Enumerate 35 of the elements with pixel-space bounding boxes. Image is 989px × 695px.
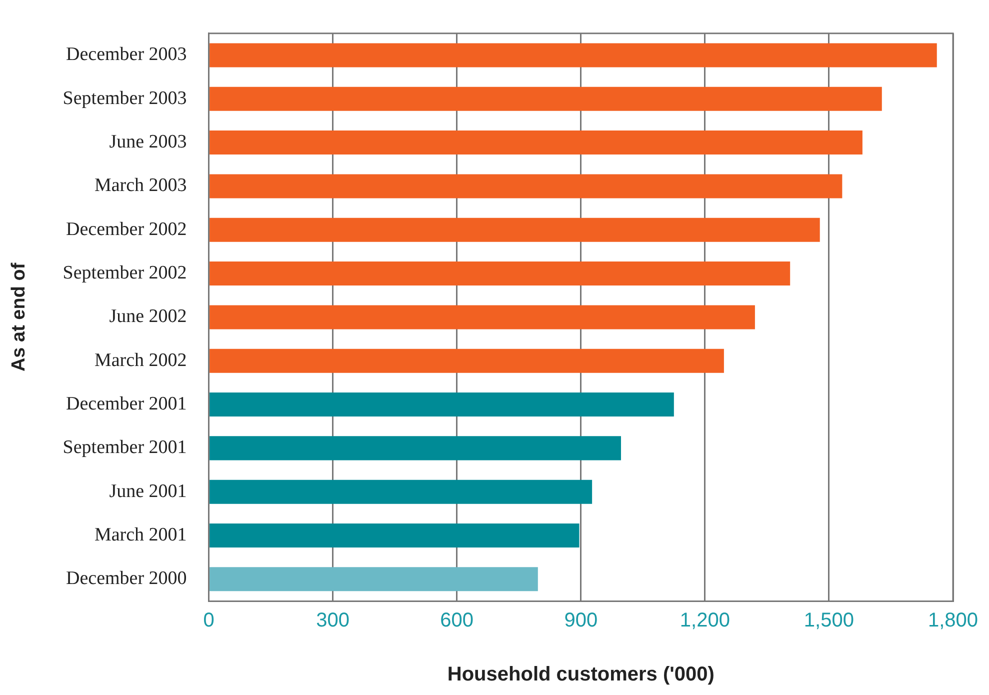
bar — [210, 305, 755, 330]
y-tick-label: June 2002 — [109, 306, 187, 328]
bar — [210, 174, 842, 198]
y-tick-label: September 2003 — [62, 88, 187, 109]
y-tick-label: March 2003 — [94, 175, 187, 196]
x-tick-label: 1,500 — [804, 610, 854, 632]
x-tick-label: 1,800 — [928, 610, 978, 632]
x-tick-label: 600 — [440, 610, 474, 632]
y-tick-label: December 2002 — [66, 218, 187, 240]
y-tick-label: December 2000 — [66, 568, 187, 590]
y-tick-label: June 2003 — [109, 132, 187, 153]
x-tick-label: 0 — [203, 610, 214, 632]
x-tick-label: 300 — [316, 610, 350, 632]
y-tick-label: September 2002 — [62, 262, 187, 284]
bar — [210, 86, 882, 111]
y-tick-label: December 2001 — [66, 394, 187, 415]
y-tick-label: December 2003 — [66, 44, 187, 66]
x-tick-label: 1,200 — [680, 610, 730, 632]
bar — [210, 480, 592, 504]
x-axis-title: Household customers ('000) — [447, 664, 714, 686]
bar — [210, 524, 580, 548]
bar — [210, 436, 622, 460]
bar — [210, 218, 820, 242]
y-tick-label: June 2001 — [109, 480, 187, 502]
bar — [210, 348, 724, 373]
x-tick-label: 900 — [564, 610, 598, 632]
bar — [210, 130, 862, 155]
y-tick-label: March 2001 — [94, 524, 187, 546]
bar — [210, 567, 538, 592]
y-axis-title: As at end of — [8, 262, 30, 372]
y-tick-label: September 2001 — [62, 437, 187, 458]
bar — [210, 392, 674, 417]
bar — [210, 43, 937, 68]
bar — [210, 262, 790, 286]
y-tick-label: March 2002 — [94, 350, 187, 371]
